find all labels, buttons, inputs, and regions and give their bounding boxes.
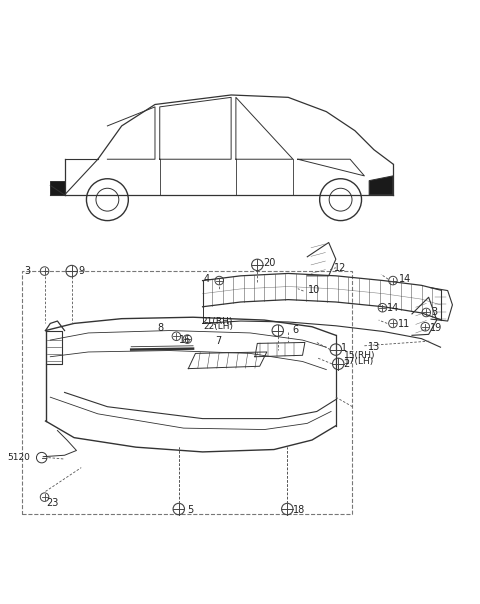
- Text: 7: 7: [216, 336, 222, 346]
- Text: 22(LH): 22(LH): [203, 323, 233, 331]
- Text: 4: 4: [204, 274, 210, 284]
- Text: 5120: 5120: [7, 452, 30, 461]
- Text: 5: 5: [187, 505, 193, 515]
- Text: 12: 12: [334, 263, 346, 273]
- Text: 23: 23: [47, 498, 59, 508]
- Text: 1: 1: [341, 343, 347, 353]
- Text: 13: 13: [368, 342, 381, 352]
- Text: 9: 9: [78, 266, 84, 275]
- Text: 14: 14: [399, 274, 411, 284]
- Polygon shape: [369, 176, 393, 195]
- Text: 8: 8: [157, 323, 164, 333]
- Text: 17(LH): 17(LH): [345, 356, 375, 365]
- Text: 3: 3: [24, 266, 30, 275]
- Text: 2: 2: [343, 359, 349, 369]
- Text: 3: 3: [431, 307, 437, 318]
- Text: 15(RH): 15(RH): [345, 351, 376, 360]
- Polygon shape: [50, 181, 64, 195]
- Text: 19: 19: [430, 323, 442, 333]
- Text: 6: 6: [292, 324, 298, 335]
- Text: 21(RH): 21(RH): [202, 316, 233, 326]
- Text: 20: 20: [264, 258, 276, 268]
- Text: 10: 10: [308, 284, 321, 295]
- Text: 18: 18: [293, 505, 305, 515]
- Text: 11: 11: [398, 320, 410, 329]
- Bar: [22, 271, 352, 514]
- Text: 14: 14: [387, 303, 399, 313]
- Text: 16: 16: [179, 335, 191, 345]
